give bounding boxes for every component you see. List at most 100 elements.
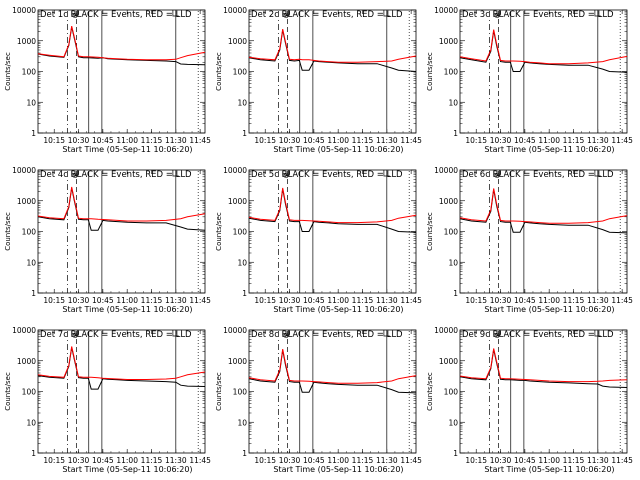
x-tick-label: 10:15 <box>254 296 276 305</box>
chart-panel-7: 1 10 100 1000 10000 10:15 10:30 10:45 11:00 11:15… <box>4 326 211 474</box>
y-tick-label: 1 <box>453 289 458 298</box>
state-bracket <box>282 171 290 176</box>
y-tick-label: 10 <box>26 418 36 427</box>
x-tick-label: 11:45 <box>189 456 211 465</box>
x-tick-label: 11:30 <box>165 136 187 145</box>
y-axis-label: Counts/sec <box>4 212 12 251</box>
series-lld-line <box>459 348 628 383</box>
series-lld-line <box>37 25 206 61</box>
y-tick-label: 1000 <box>228 357 247 366</box>
state-bracket <box>493 331 501 336</box>
chart-title: Det 2c BLACK = Events, RED = LLD <box>251 10 403 20</box>
y-axis-label: Counts/sec <box>426 52 434 91</box>
series-lld-line <box>248 28 417 63</box>
x-tick-label: 11:30 <box>376 296 398 305</box>
plot-frame <box>248 329 417 454</box>
x-tick-label: 10:45 <box>92 136 114 145</box>
y-tick-label: 100 <box>233 388 248 397</box>
y-tick-label: 1 <box>453 449 458 458</box>
x-tick-label: 11:15 <box>563 296 585 305</box>
y-axis-label: Counts/sec <box>215 372 223 411</box>
series-lld-line <box>459 29 628 65</box>
state-annotation: S <box>73 172 78 180</box>
state-annotation: S <box>73 332 78 340</box>
x-axis-label: Start Time (05-Sep-11 10:06:20) <box>62 465 192 474</box>
chart-panel-2: 1 10 100 1000 10000 10:15 10:30 10:45 11:00 11:15… <box>215 6 422 154</box>
state-bracket <box>172 170 179 177</box>
x-tick-label: 10:30 <box>279 136 301 145</box>
state-bracket <box>493 171 501 176</box>
x-tick-label: 10:45 <box>514 136 536 145</box>
y-tick-label: 1 <box>31 289 36 298</box>
x-tick-label: 10:45 <box>303 296 325 305</box>
series-events-line <box>248 350 417 394</box>
y-tick-label: 10000 <box>434 6 458 15</box>
x-tick-label: 10:30 <box>68 456 90 465</box>
y-tick-label: 1 <box>242 449 247 458</box>
x-tick-label: 10:45 <box>514 456 536 465</box>
series-events-line <box>37 347 206 390</box>
y-tick-label: 10 <box>448 98 458 107</box>
x-tick-label: 11:00 <box>116 296 138 305</box>
series-lld-line <box>248 187 417 224</box>
x-tick-label: 11:30 <box>165 456 187 465</box>
x-tick-label: 11:30 <box>587 456 609 465</box>
x-tick-label: 11:45 <box>400 136 422 145</box>
state-bracket <box>172 330 179 337</box>
y-tick-label: 1 <box>453 129 458 138</box>
state-bracket <box>383 330 390 337</box>
x-tick-label: 11:00 <box>538 296 560 305</box>
state-annotation: S <box>284 12 289 20</box>
chart-title: Det 4c BLACK = Events, RED = LLD <box>40 170 192 180</box>
x-axis-label: Start Time (05-Sep-11 10:06:20) <box>484 145 614 154</box>
x-axis-label: Start Time (05-Sep-11 10:06:20) <box>484 465 614 474</box>
y-tick-label: 10 <box>237 418 247 427</box>
x-tick-label: 11:45 <box>611 456 633 465</box>
x-tick-label: 11:15 <box>563 456 585 465</box>
y-tick-label: 1000 <box>17 197 36 206</box>
y-tick-label: 1000 <box>228 197 247 206</box>
y-axis-label: Counts/sec <box>4 372 12 411</box>
x-tick-label: 10:45 <box>514 296 536 305</box>
y-tick-label: 1000 <box>439 357 458 366</box>
chart-panel-9: 1 10 100 1000 10000 10:15 10:30 10:45 11:00 11:15… <box>426 326 633 474</box>
x-tick-label: 11:30 <box>587 136 609 145</box>
x-tick-label: 11:45 <box>400 296 422 305</box>
y-tick-label: 10 <box>448 258 458 267</box>
series-events-line <box>37 187 206 231</box>
series-lld-line <box>459 188 628 224</box>
x-tick-label: 10:15 <box>43 296 65 305</box>
x-axis-label: Start Time (05-Sep-11 10:06:20) <box>273 465 403 474</box>
chart-title: Det 3c BLACK = Events, RED = LLD <box>462 10 614 20</box>
y-tick-label: 100 <box>233 68 248 77</box>
series-events-line <box>248 189 417 233</box>
state-bracket <box>383 170 390 177</box>
x-tick-label: 10:30 <box>68 296 90 305</box>
y-tick-label: 100 <box>444 68 459 77</box>
chart-title: Det 6c BLACK = Events, RED = LLD <box>462 170 614 180</box>
x-tick-label: 10:45 <box>303 456 325 465</box>
y-tick-label: 100 <box>22 228 37 237</box>
chart-title: Det 7c BLACK = Events, RED = LLD <box>40 330 192 340</box>
x-tick-label: 11:00 <box>116 456 138 465</box>
state-bracket <box>594 170 601 177</box>
x-tick-label: 11:00 <box>538 456 560 465</box>
x-tick-label: 11:45 <box>611 296 633 305</box>
series-lld-line <box>37 346 206 380</box>
x-tick-label: 10:30 <box>490 136 512 145</box>
y-tick-label: 10 <box>237 98 247 107</box>
chart-title: Det 5c BLACK = Events, RED = LLD <box>251 170 403 180</box>
state-annotation: S <box>495 332 500 340</box>
y-axis-label: Counts/sec <box>4 52 12 91</box>
x-tick-label: 11:45 <box>189 136 211 145</box>
y-tick-label: 10000 <box>12 166 36 175</box>
x-tick-label: 11:15 <box>352 296 374 305</box>
y-tick-label: 10000 <box>434 166 458 175</box>
x-tick-label: 11:45 <box>189 296 211 305</box>
plot-frame <box>37 169 206 294</box>
plot-frame <box>248 169 417 294</box>
y-tick-label: 100 <box>22 388 37 397</box>
x-tick-label: 11:45 <box>400 456 422 465</box>
chart-panel-4: 1 10 100 1000 10000 10:15 10:30 10:45 11:00 11:15… <box>4 166 211 314</box>
